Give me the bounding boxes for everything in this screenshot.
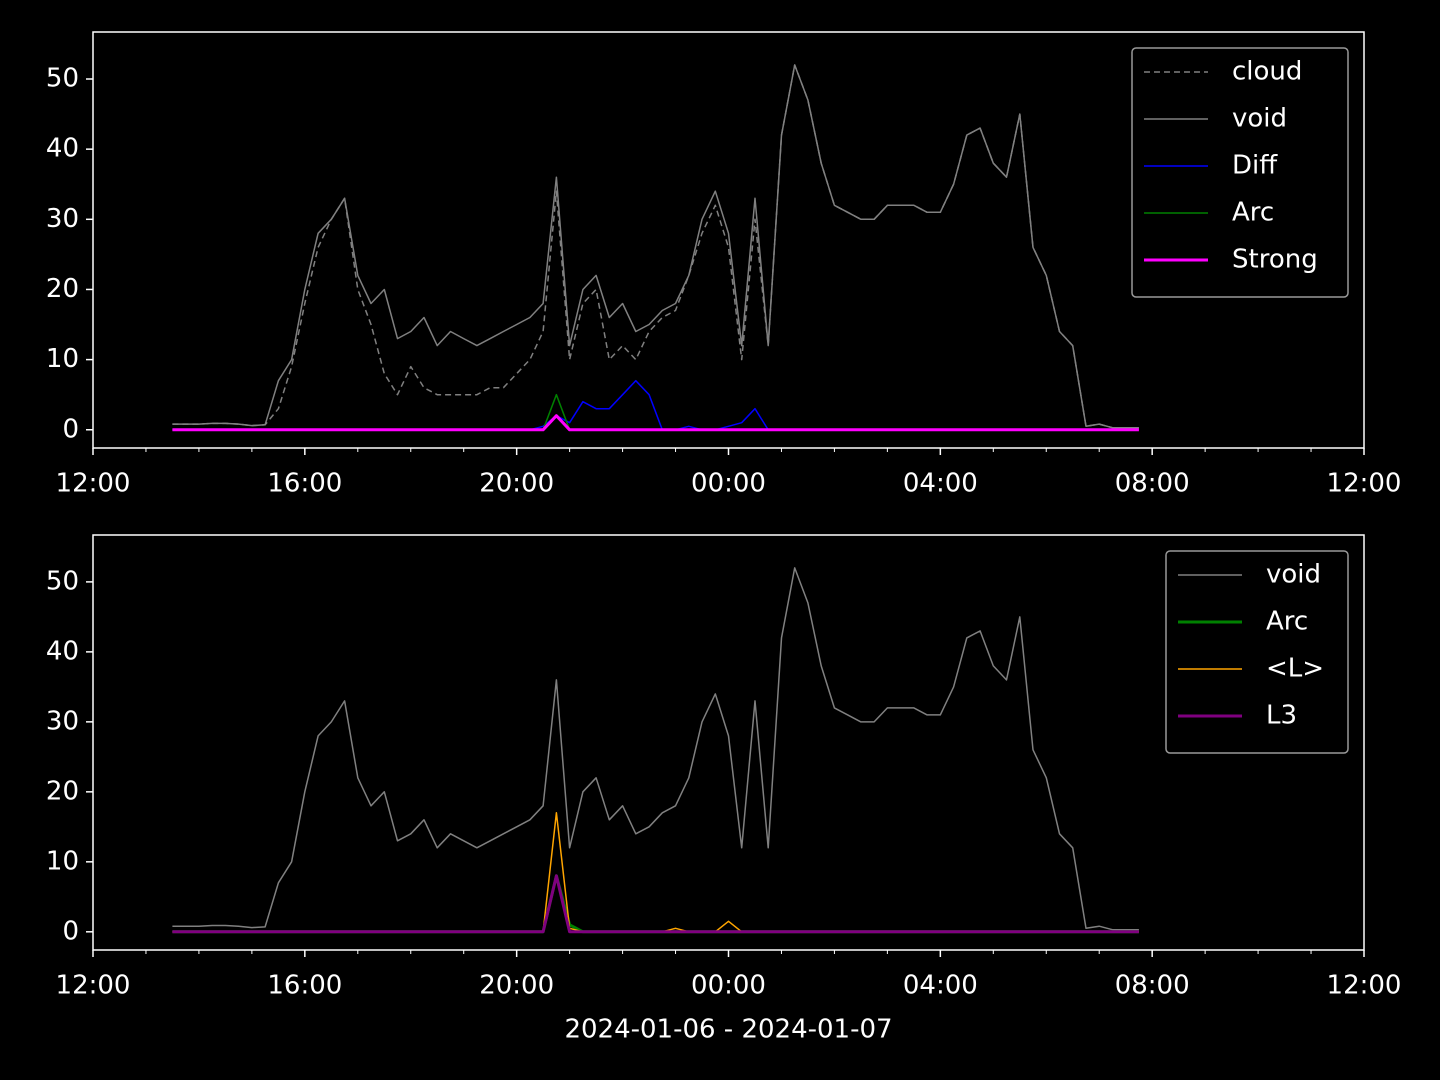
x-axis-label: 2024-01-06 - 2024-01-07 — [564, 1015, 892, 1045]
legend-label: Arc — [1232, 198, 1274, 228]
y-tick-label: 30 — [46, 706, 79, 736]
legend-label: Arc — [1266, 607, 1308, 637]
legend-label: L3 — [1266, 701, 1297, 731]
series-line — [172, 414, 1139, 432]
x-tick-label: 04:00 — [903, 469, 978, 499]
x-tick-label: 12:00 — [1327, 469, 1402, 499]
x-tick-label: 20:00 — [479, 469, 554, 499]
y-tick-label: 40 — [46, 636, 79, 666]
legend-box — [1131, 47, 1349, 298]
legend-label: Diff — [1232, 151, 1278, 181]
x-tick-label: 12:00 — [56, 971, 131, 1001]
y-tick-label: 0 — [62, 916, 79, 946]
x-tick-label: 00:00 — [691, 971, 766, 1001]
y-tick-label: 50 — [46, 566, 79, 596]
x-tick-label: 12:00 — [1327, 971, 1402, 1001]
series-line — [172, 874, 1139, 934]
y-tick-label: 30 — [46, 204, 79, 234]
x-tick-label: 00:00 — [691, 469, 766, 499]
y-tick-label: 10 — [46, 344, 79, 374]
axes-frame — [92, 31, 1365, 449]
x-tick-label: 16:00 — [267, 971, 342, 1001]
axes-frame — [92, 534, 1365, 951]
legend-label: <L> — [1266, 654, 1324, 684]
y-tick-label: 40 — [46, 134, 79, 164]
y-tick-label: 0 — [62, 414, 79, 444]
series-line — [172, 567, 1139, 931]
legend-label: Strong — [1232, 245, 1318, 275]
plot-area — [172, 64, 1139, 432]
x-tick-label: 08:00 — [1115, 469, 1190, 499]
x-tick-label: 04:00 — [903, 971, 978, 1001]
y-tick-label: 50 — [46, 64, 79, 94]
legend-label: cloud — [1232, 57, 1302, 87]
legend-label: void — [1232, 104, 1287, 134]
x-tick-label: 16:00 — [267, 469, 342, 499]
y-tick-label: 20 — [46, 776, 79, 806]
y-tick-label: 10 — [46, 846, 79, 876]
x-tick-label: 08:00 — [1115, 971, 1190, 1001]
plot-area — [172, 567, 1139, 934]
y-tick-label: 20 — [46, 274, 79, 304]
series-line — [172, 64, 1139, 429]
legend-box — [1165, 550, 1349, 754]
legend-label: void — [1266, 560, 1321, 590]
x-tick-label: 12:00 — [56, 469, 131, 499]
x-tick-label: 20:00 — [479, 971, 554, 1001]
